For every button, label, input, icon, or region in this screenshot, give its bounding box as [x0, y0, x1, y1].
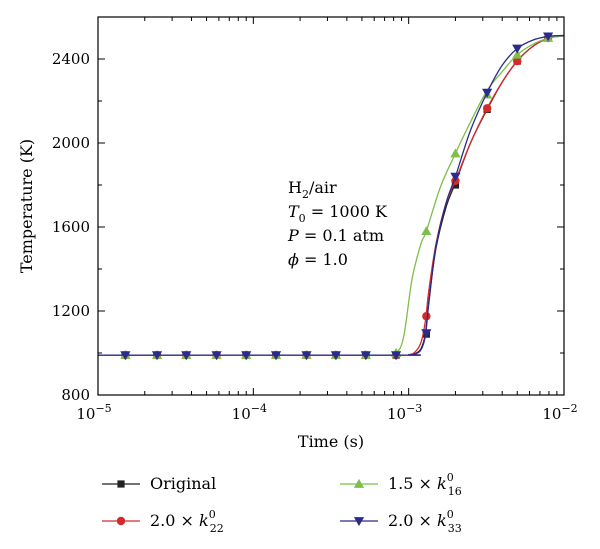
data-point: [512, 44, 523, 54]
data-point: [390, 351, 402, 361]
data-point: [422, 312, 431, 321]
legend-marker: [353, 517, 365, 527]
x-tick-label: 10−5: [76, 402, 111, 423]
legend: Original 2.0 × k0 22 1.5 × k0 16 2.0 × k0 33: [102, 471, 462, 535]
plot-frame: [97, 16, 565, 396]
x-axis-title: Time (s): [298, 432, 364, 451]
ticks-layer: 800 1200 1600 2000 2400 10−5 10−4 10−3 10−2: [52, 17, 578, 423]
legend-marker: [116, 516, 126, 526]
annotation-line: H2/air: [288, 178, 337, 201]
series-layer: [98, 32, 564, 361]
annotation-line: P = 0.1 atm: [287, 226, 384, 245]
x-tick-label: 10−4: [232, 402, 267, 423]
data-point: [301, 351, 312, 361]
data-point: [482, 88, 493, 98]
series-4: [98, 32, 564, 361]
data-point: [360, 351, 371, 361]
legend-item: 2.0 × k0 33: [340, 508, 462, 535]
x-tick-label: 10−2: [542, 402, 577, 423]
legend-item: 2.0 × k0 22: [102, 508, 224, 535]
legend-label: Original: [150, 474, 216, 493]
data-point: [241, 351, 252, 361]
legend-marker: [117, 480, 125, 488]
legend-item: 1.5 × k0 16: [340, 471, 462, 498]
annotation-line: ϕ = 1.0: [288, 250, 348, 269]
data-point: [270, 351, 282, 361]
data-point: [450, 148, 461, 158]
y-tick-label: 2000: [52, 134, 90, 152]
annotation-line: T0 = 1000 K: [288, 202, 388, 225]
legend-label: 1.5 × k0 16: [388, 471, 462, 498]
data-point: [181, 351, 192, 361]
data-point: [542, 32, 554, 42]
data-point: [513, 56, 522, 66]
data-point: [482, 104, 492, 113]
legend-label: 2.0 × k0 22: [150, 508, 224, 535]
x-tick-label: 10−3: [387, 402, 422, 423]
legend-marker: [353, 478, 365, 488]
data-point: [512, 49, 523, 59]
data-point: [421, 329, 432, 339]
data-point: [421, 226, 432, 236]
data-point: [330, 351, 341, 361]
data-point: [151, 351, 163, 361]
y-axis-title: Temperature (K): [17, 139, 36, 273]
data-point: [120, 351, 131, 361]
data-point: [211, 351, 222, 361]
y-tick-label: 2400: [52, 50, 90, 68]
legend-item: Original: [102, 474, 216, 493]
y-tick-label: 1200: [52, 302, 90, 320]
data-point: [450, 172, 461, 182]
y-tick-label: 1600: [52, 218, 90, 236]
y-tick-label: 800: [61, 386, 90, 404]
legend-label: 2.0 × k0 33: [388, 508, 462, 535]
